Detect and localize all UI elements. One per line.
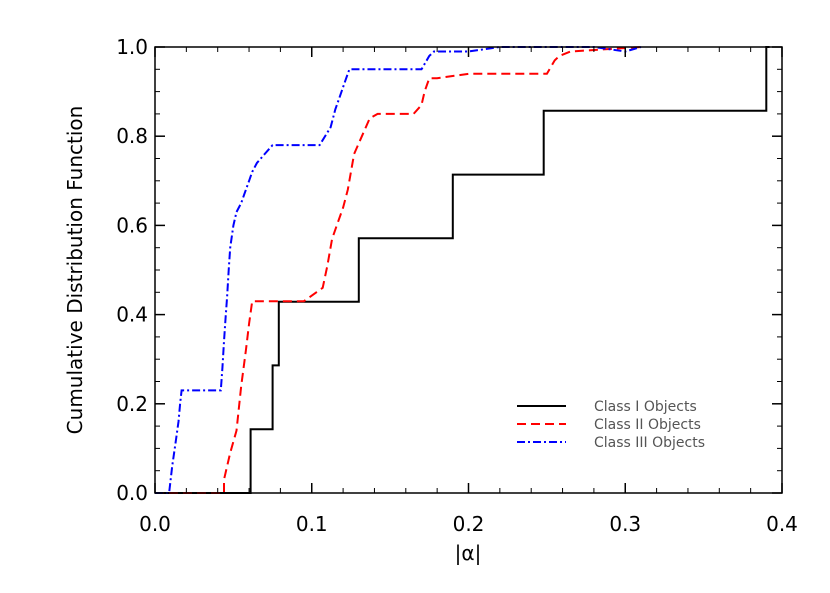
series-layer [155,46,770,494]
x-tick-label: 0.1 [296,512,328,536]
legend: Class I Objects Class II Objects Class III… [517,399,705,451]
tick-layer: 0.0 0.1 0.2 0.3 0.4 0.0 0.2 0.4 0.6 0.8 1.0 [116,35,798,536]
y-axis-title: Cumulative Distribution Function [63,106,87,435]
y-tick-label: 0.8 [116,124,148,148]
series-line-2 [155,46,641,494]
series-line-1 [155,46,770,494]
y-tick-label: 1.0 [116,35,148,59]
x-tick-label: 0.3 [609,512,641,536]
y-tick-label: 0.6 [116,213,148,237]
y-tick-label: 0.2 [116,392,148,416]
x-tick-label: 0.0 [139,512,171,536]
y-tick-label: 0.0 [116,481,148,505]
legend-label-3: Class III Objects [594,435,705,451]
legend-label-1: Class I Objects [594,399,697,415]
series-line-3 [155,46,642,494]
x-axis-title: |α| [455,541,482,565]
legend-label-2: Class II Objects [594,417,701,433]
x-tick-label: 0.4 [766,512,798,536]
x-tick-label: 0.2 [453,512,485,536]
y-tick-label: 0.4 [116,303,148,327]
